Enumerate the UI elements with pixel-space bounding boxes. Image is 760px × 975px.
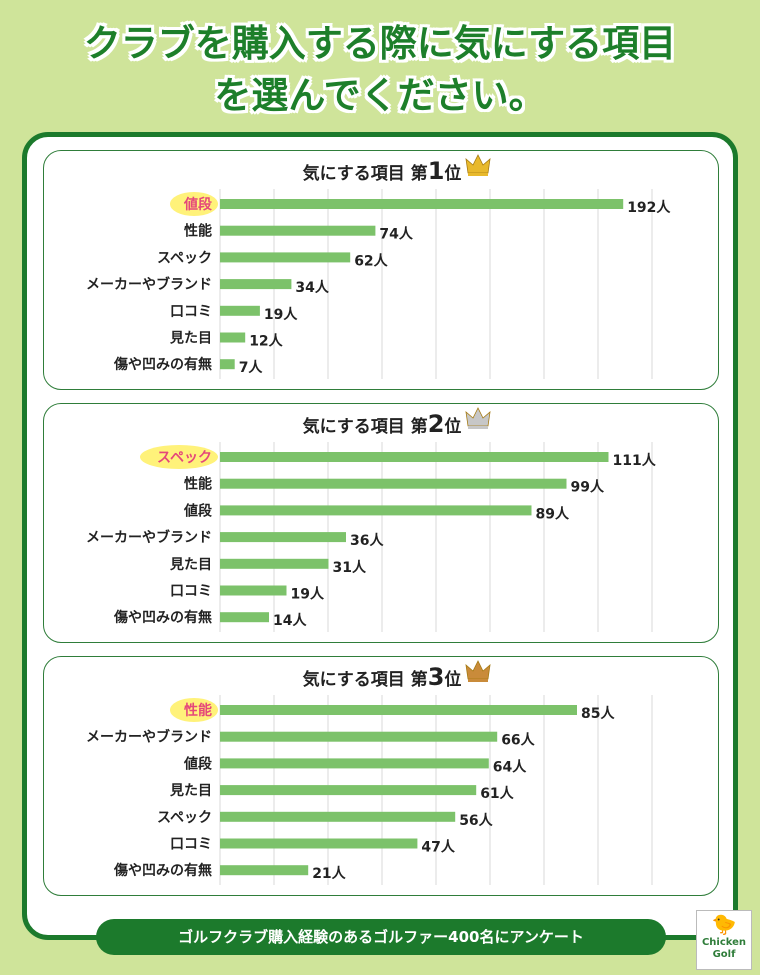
page-title-line-1: クラブを購入する際に気にする項目 [83,22,677,65]
value-label: 99人 [571,479,605,496]
chart-panel-rank-1: 気にする項目 第1位値段 192人性能 74人スペック 62人メーカーやブランド 34人… [43,150,719,390]
bar [220,452,609,462]
bar [220,705,577,715]
highlight-marker [170,192,218,216]
chick-icon: 🐤 [711,912,737,936]
value-label: 64人 [493,758,527,775]
value-label: 66人 [501,732,535,749]
chart-panel-rank-2: 気にする項目 第2位スペック 111人性能 99人値段 89人メーカーやブランド 36人… [43,403,719,643]
chart-title-rank: 1 [428,157,445,185]
category-label: 口コミ [170,584,212,600]
bar [220,225,376,236]
chart-title: 気にする項目 第3位 [302,663,462,691]
chart-title-prefix: 気にする項目 第 [302,669,428,690]
logo-text-line-2: Golf [712,949,736,960]
chart-title-prefix: 気にする項目 第 [302,416,428,437]
value-label: 36人 [350,532,384,549]
bar [220,758,489,769]
category-label: 見た目 [169,783,212,799]
bar [220,359,235,370]
survey-footer: ゴルフクラブ購入経験のあるゴルファー400名にアンケート [96,919,666,955]
category-label: 性能 [184,702,212,719]
category-label: 傷や凹みの有無 [113,609,212,626]
chart-title-rank: 2 [428,410,445,438]
silver-crown-icon [465,407,491,429]
chart-title: 気にする項目 第2位 [302,410,462,438]
value-label: 7人 [239,359,264,376]
category-label: メーカーやブランド [86,529,212,546]
highlight-marker [140,445,218,469]
page-title: クラブを購入する際に気にする項目 を選んでください。 [0,18,760,122]
value-label: 85人 [581,705,615,722]
bar [220,612,269,623]
value-label: 19人 [291,586,325,603]
bar [220,532,346,543]
category-label: 見た目 [169,331,212,347]
value-label: 62人 [354,252,388,269]
bar [220,478,567,489]
bar [220,838,418,849]
category-label: 口コミ [170,837,212,853]
chart-title: 気にする項目 第1位 [302,157,462,185]
bar [220,731,498,742]
chart-title-suffix: 位 [444,163,461,184]
value-label: 12人 [249,333,283,350]
category-label: 見た目 [169,557,212,573]
bar [220,558,329,569]
chart-panel-rank-3: 気にする項目 第3位性能 85人メーカーやブランド 66人値段 64人見た目 61人スペ… [43,656,719,896]
value-label: 74人 [379,226,413,243]
chart-title-prefix: 気にする項目 第 [302,163,428,184]
category-label: 性能 [184,223,212,240]
chart-title-suffix: 位 [444,669,461,690]
category-label: 傷や凹みの有無 [113,356,212,373]
category-label: スペック [157,810,212,826]
logo-text-line-1: Chicken [701,937,747,948]
value-label: 31人 [333,559,367,576]
category-label: 性能 [184,476,212,493]
value-label: 111人 [613,452,657,469]
value-label: 89人 [536,505,570,522]
bar [220,252,351,263]
category-label: スペック [157,250,212,266]
value-label: 34人 [295,279,329,296]
category-label: 傷や凹みの有無 [113,862,212,879]
category-label: メーカーやブランド [86,729,212,746]
value-label: 56人 [459,812,493,829]
bar [220,785,477,796]
category-label: メーカーやブランド [86,276,212,293]
value-label: 19人 [264,306,298,323]
bar [220,505,532,516]
chart-title-rank: 3 [428,663,445,691]
bar [220,811,456,822]
category-label: 口コミ [170,304,212,320]
value-label: 61人 [480,785,514,802]
bar [220,199,624,209]
category-label: 値段 [183,502,212,519]
page-title-line-2: を選んでください。 [214,74,546,117]
value-label: 21人 [312,865,346,882]
bar [220,585,287,596]
chicken-golf-logo: 🐤 Chicken Golf [696,910,752,970]
value-label: 14人 [273,612,307,629]
bronze-crown-icon [465,660,491,682]
bar [220,279,292,290]
value-label: 192人 [627,199,671,216]
bar [220,332,246,343]
category-label: 値段 [183,196,212,213]
gold-crown-icon [465,154,491,176]
category-label: スペック [157,450,212,466]
highlight-marker [170,698,218,722]
bar [220,305,260,316]
bar [220,865,309,876]
category-label: 値段 [183,755,212,772]
chart-title-suffix: 位 [444,416,461,437]
value-label: 47人 [421,839,455,856]
